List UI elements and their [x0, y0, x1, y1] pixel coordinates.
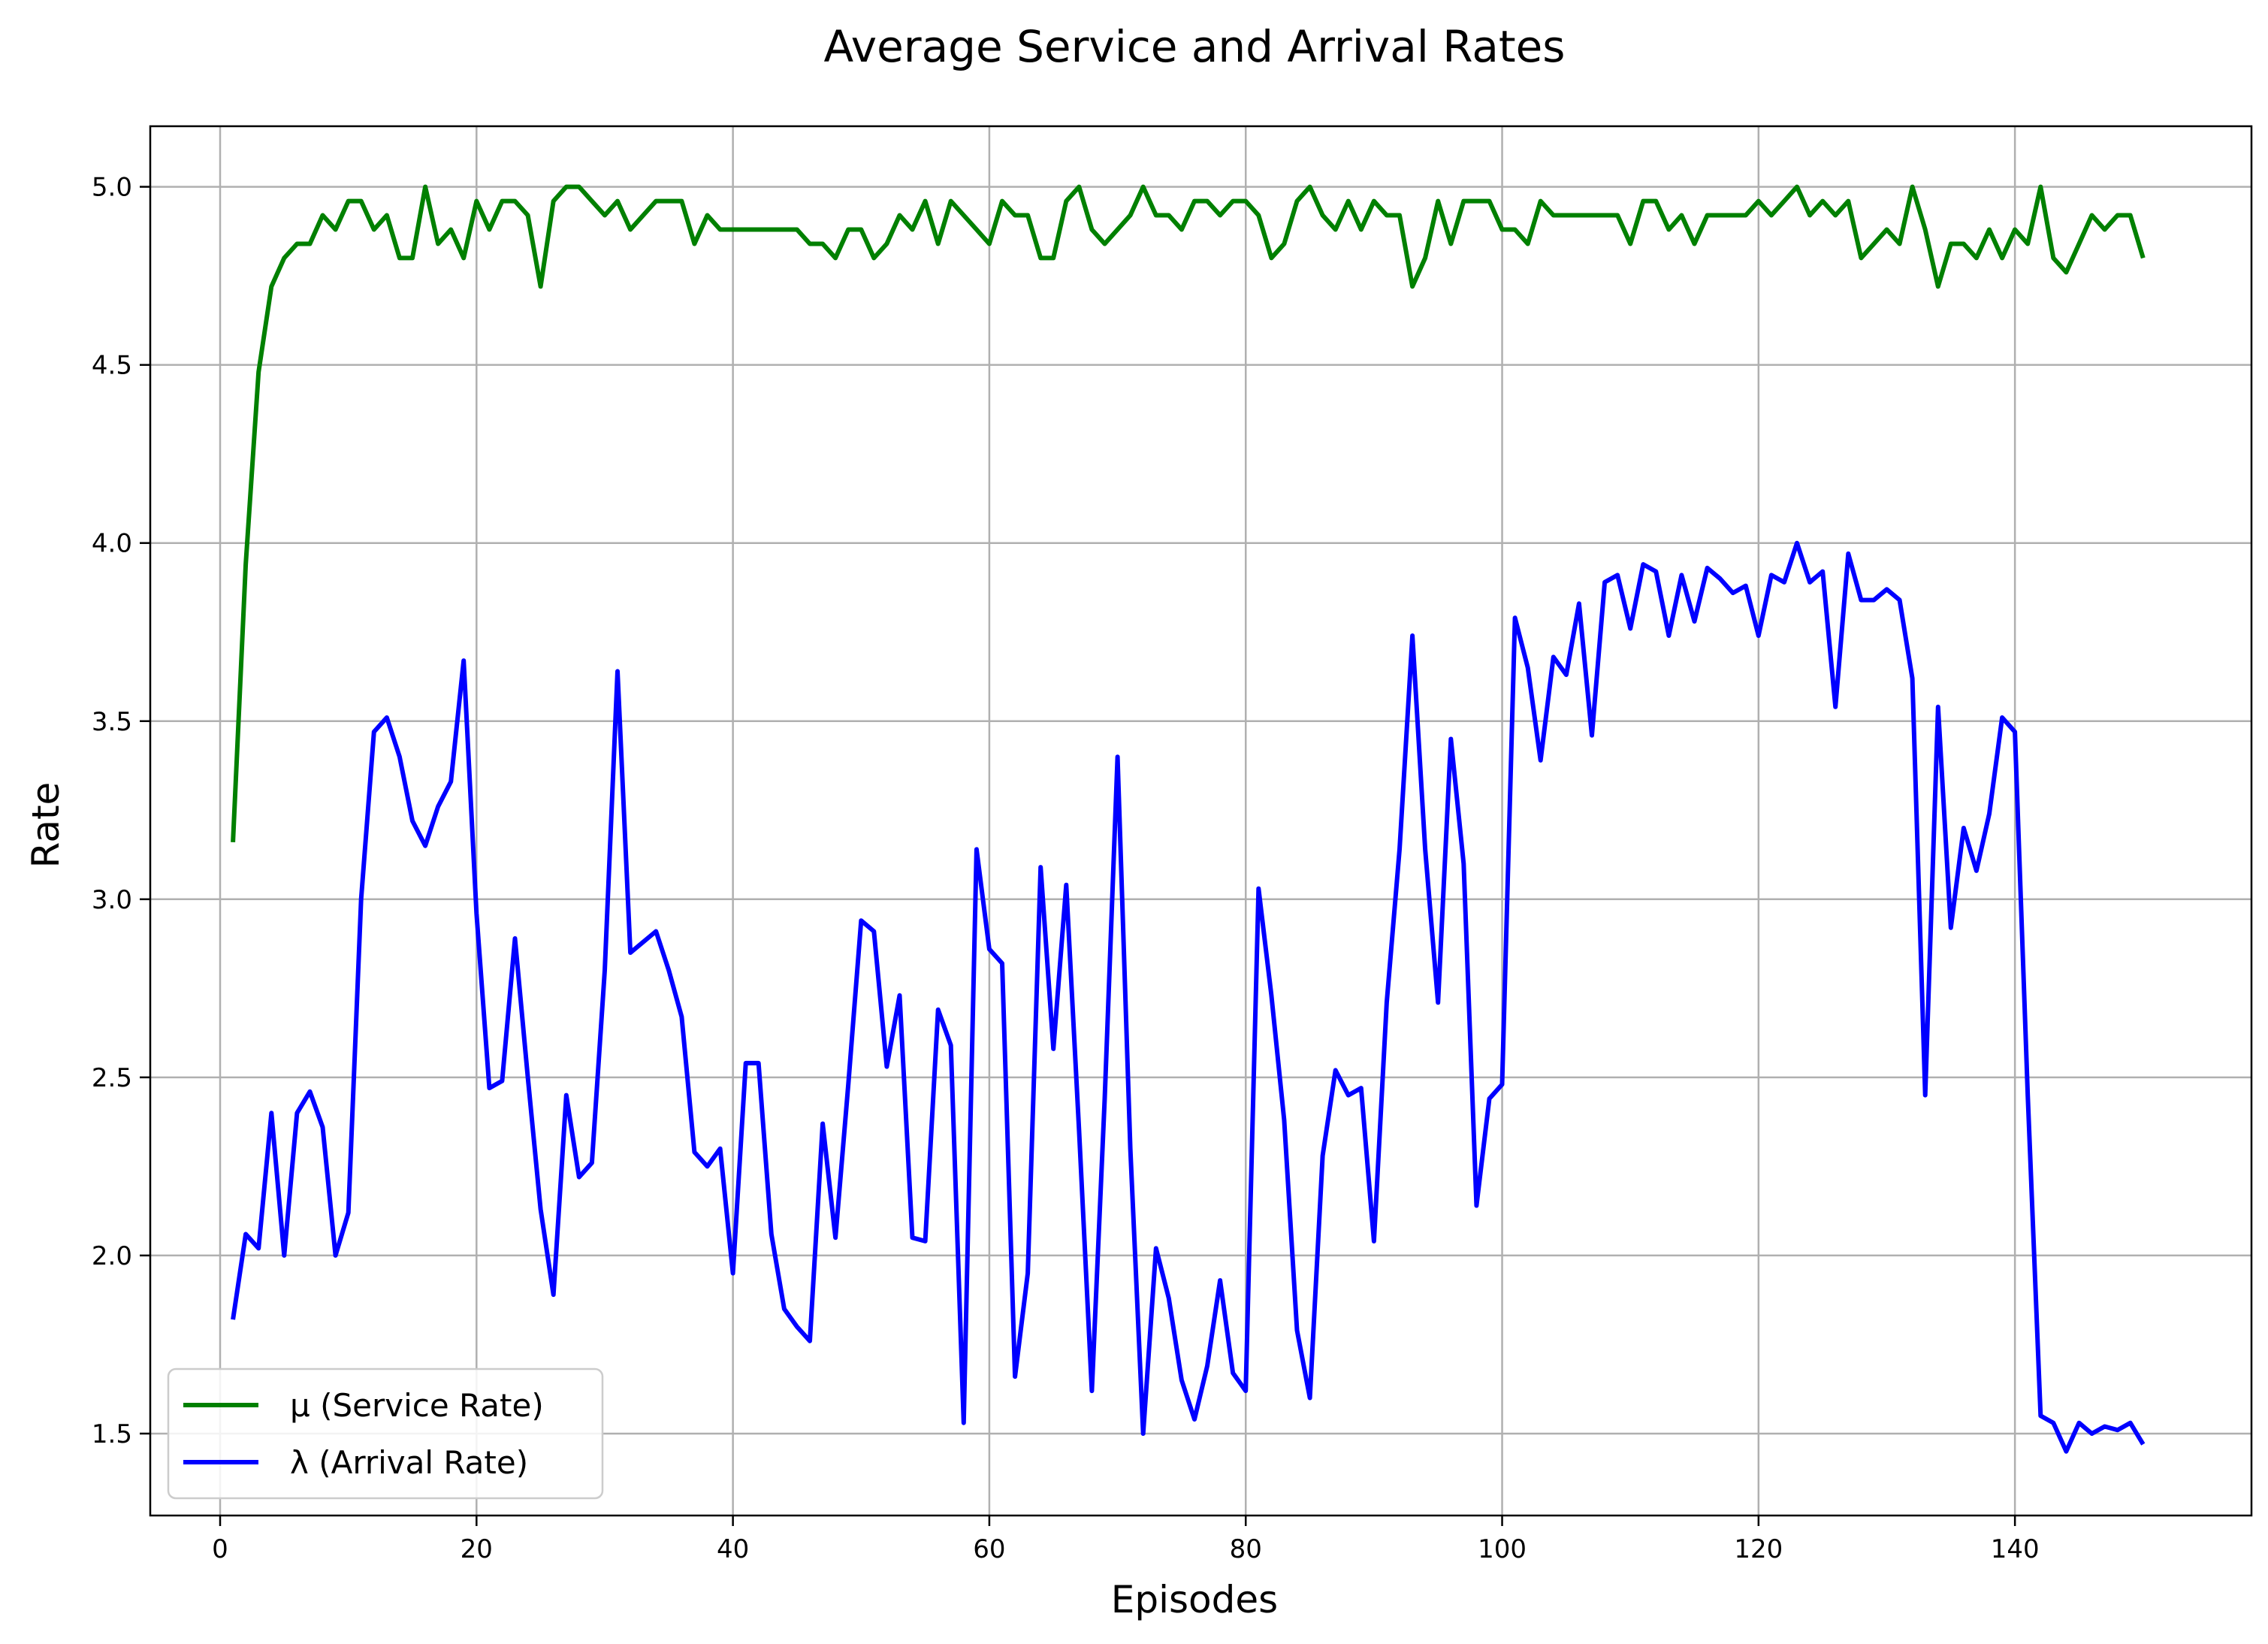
x-tick-label: 60 — [973, 1534, 1005, 1564]
x-tick-label: 40 — [717, 1534, 749, 1564]
y-tick-label: 2.5 — [92, 1063, 132, 1093]
y-tick-label: 4.5 — [92, 351, 132, 381]
legend-label-arrival-rate: λ (Arrival Rate) — [290, 1444, 528, 1481]
x-tick-label: 140 — [1991, 1534, 2040, 1564]
x-axis-label: Episodes — [1111, 1578, 1278, 1621]
x-tick-label: 80 — [1230, 1534, 1262, 1564]
axis-ticks: 0 20 40 60 80 100 120 140 1.5 2.0 2.5 3.0 3.5 4.0 4.5 5… — [92, 173, 2040, 1564]
x-tick-label: 120 — [1734, 1534, 1783, 1564]
plot-frame — [149, 125, 2253, 1517]
legend-label-service-rate: μ (Service Rate) — [290, 1387, 544, 1424]
series-line-service-rate — [231, 184, 2146, 843]
series-line-arrival-rate — [231, 540, 2146, 1454]
series-lines — [231, 184, 2146, 1454]
legend: μ (Service Rate) λ (Arrival Rate) — [167, 1367, 604, 1500]
y-tick-label: 3.5 — [92, 707, 132, 737]
y-tick-label: 2.0 — [92, 1241, 132, 1271]
y-axis-label: Rate — [24, 782, 68, 869]
x-tick-label: 0 — [212, 1534, 228, 1564]
chart-title: Average Service and Arrival Rates — [823, 21, 1565, 72]
y-tick-label: 4.0 — [92, 529, 132, 559]
x-tick-label: 100 — [1478, 1534, 1527, 1564]
x-tick-label: 20 — [461, 1534, 493, 1564]
y-tick-label: 1.5 — [92, 1419, 132, 1449]
y-tick-label: 3.0 — [92, 885, 132, 915]
y-tick-label: 5.0 — [92, 173, 132, 203]
legend-box — [167, 1367, 604, 1500]
